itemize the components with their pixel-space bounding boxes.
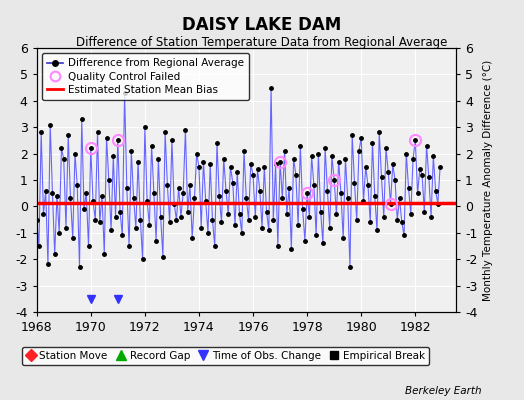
Text: DAISY LAKE DAM: DAISY LAKE DAM xyxy=(182,16,342,34)
Text: Berkeley Earth: Berkeley Earth xyxy=(406,386,482,396)
Legend: Station Move, Record Gap, Time of Obs. Change, Empirical Break: Station Move, Record Gap, Time of Obs. C… xyxy=(21,346,429,365)
Y-axis label: Monthly Temperature Anomaly Difference (°C): Monthly Temperature Anomaly Difference (… xyxy=(483,59,493,301)
Text: Difference of Station Temperature Data from Regional Average: Difference of Station Temperature Data f… xyxy=(77,36,447,49)
